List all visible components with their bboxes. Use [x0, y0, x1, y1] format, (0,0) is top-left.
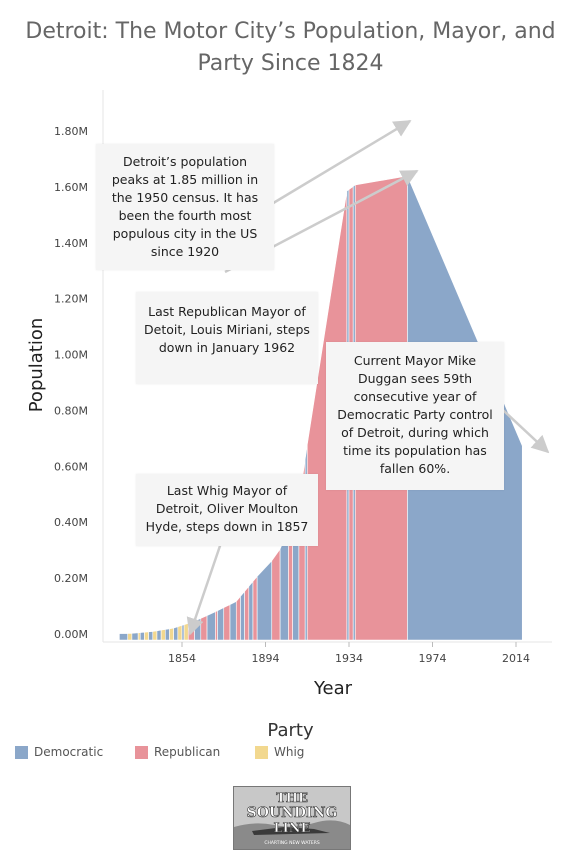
- logo-line1: THE: [276, 791, 308, 806]
- y-axis: 0.00M 0.20M 0.40M 0.60M 0.80M 1.00M 1.20M 1.40M…: [54, 90, 104, 642]
- democratic-annotation: Current Mayor Mike Duggan sees 59th cons…: [326, 342, 504, 490]
- party-segment-democratic: [131, 632, 139, 641]
- y-tick-label: 0.20M: [54, 572, 88, 585]
- democratic-swatch: [15, 745, 28, 759]
- party-segment-whig: [169, 627, 174, 641]
- legend-title: Party: [267, 720, 314, 741]
- party-segment-democratic: [181, 624, 185, 641]
- whig-annotation: Last Whig Mayor of Detroit, Oliver Moult…: [136, 474, 318, 546]
- party-segment-democratic: [240, 590, 245, 641]
- peak-arrow: [269, 119, 412, 207]
- y-tick-label: 0.80M: [54, 404, 88, 417]
- party-segment-whig: [152, 630, 158, 641]
- y-tick-label: 1.20M: [54, 293, 88, 306]
- party-segment-republican: [252, 575, 258, 641]
- y-axis-title: Population: [26, 318, 47, 413]
- x-tick-label: 2014: [502, 652, 530, 665]
- legend-label-republican: Republican: [154, 745, 221, 759]
- legend-item-republican: Republican: [135, 745, 220, 759]
- party-segment-whig: [144, 631, 149, 641]
- logo-line2: SOUNDING: [247, 805, 338, 821]
- party-segment-republican: [200, 615, 208, 641]
- y-tick-label: 0.40M: [54, 516, 88, 529]
- party-segment-whig: [177, 624, 183, 641]
- republican-swatch: [135, 745, 148, 759]
- y-tick-label: 1.80M: [54, 125, 88, 138]
- republican-annotation: Last Republican Mayor of Detoit, Louis M…: [136, 292, 318, 384]
- party-segment-democratic: [148, 631, 154, 641]
- party-segment-democratic: [165, 628, 170, 641]
- party-segment-democratic: [256, 560, 273, 641]
- x-tick-label: 1974: [419, 652, 447, 665]
- party-segment-democratic: [206, 611, 216, 641]
- x-tick-label: 1894: [252, 652, 280, 665]
- party-segment-republican: [223, 604, 231, 641]
- party-segment-democratic: [229, 601, 237, 641]
- x-axis: 1854 1894 1934 1974 2014: [103, 641, 552, 665]
- party-segment-democratic: [248, 580, 254, 641]
- chart-title: Detroit: The Motor City’s Population, Ma…: [25, 19, 556, 76]
- legend-label-democratic: Democratic: [34, 745, 104, 759]
- y-tick-label: 1.60M: [54, 181, 88, 194]
- y-tick-label: 1.40M: [54, 237, 88, 250]
- party-segment-republican: [235, 595, 241, 641]
- logo-tagline: CHARTING NEW WATERS: [264, 840, 320, 846]
- legend-item-democratic: Democratic: [15, 745, 103, 759]
- party-segment-republican: [244, 585, 250, 641]
- x-tick-label: 1854: [168, 652, 196, 665]
- party-segment-democratic: [139, 631, 145, 641]
- party-segment-republican: [271, 548, 281, 641]
- party-segment-democratic: [156, 629, 162, 641]
- x-tick-label: 1934: [335, 652, 363, 665]
- y-tick-label: 0.00M: [54, 628, 88, 641]
- legend-label-whig: Whig: [274, 745, 305, 759]
- x-axis-title: Year: [313, 678, 353, 699]
- y-tick-label: 0.60M: [54, 460, 88, 473]
- party-segment-whig: [127, 633, 133, 641]
- logo-line3: LINE: [273, 821, 310, 836]
- sounding-line-logo: THE SOUNDING LINE CHARTING NEW WATERS: [233, 786, 351, 850]
- party-segment-democratic: [119, 633, 129, 641]
- logo-graphic: THE SOUNDING LINE CHARTING NEW WATERS: [234, 787, 350, 849]
- y-tick-label: 1.00M: [54, 349, 88, 362]
- whig-arrow: [186, 539, 224, 636]
- party-segment-whig: [137, 632, 141, 641]
- party-segment-republican: [215, 610, 218, 641]
- peak-annotation: Detroit’s population peaks at 1.85 milli…: [96, 144, 274, 270]
- whig-swatch: [255, 745, 268, 759]
- party-segment-democratic: [217, 607, 225, 641]
- party-segment-whig: [183, 622, 189, 641]
- party-segment-democratic: [173, 626, 179, 641]
- party-segment-whig: [160, 629, 166, 641]
- legend-item-whig: Whig: [255, 745, 304, 759]
